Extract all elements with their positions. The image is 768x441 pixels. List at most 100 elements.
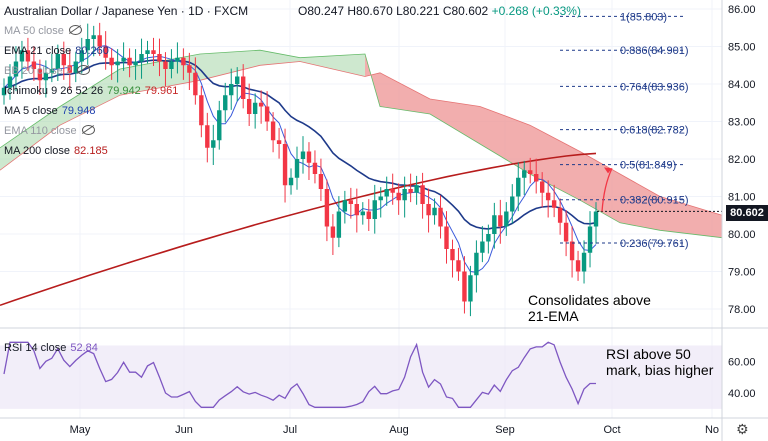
gear-icon[interactable]: ⚙ [736, 421, 749, 437]
candle-body [139, 54, 144, 62]
candle-body [13, 61, 19, 77]
candle-body [85, 39, 90, 51]
candle-body [575, 260, 581, 272]
legend-ma200[interactable]: MA 200 close 82.185 [4, 145, 108, 157]
price-tick-label: 81.00 [728, 192, 756, 204]
fib-label: 0.236(79.761) [620, 238, 689, 250]
close-value: C80.602 [442, 4, 489, 18]
candle-body [372, 200, 377, 219]
candle-body [103, 46, 108, 58]
symbol-title: Australian Dollar / Japanese Yen · 1D · … [4, 4, 249, 18]
candle-body [336, 211, 342, 238]
candle-body [294, 159, 300, 178]
candle-body [360, 211, 365, 216]
legend-rsi[interactable]: RSI 14 close 52.84 [4, 342, 98, 354]
time-axis: May Jun Jul Aug Sep Oct No [0, 417, 768, 436]
price-tick-label: 80.00 [728, 229, 756, 241]
candle-body [432, 207, 437, 216]
legend-bb20[interactable]: BB 20 close 2 [4, 64, 90, 78]
candle-body [211, 140, 216, 148]
candle-body [31, 61, 37, 69]
candle-body [468, 275, 473, 302]
candle-body [49, 69, 55, 73]
candle-body [79, 50, 84, 62]
bias-arrowhead [604, 167, 612, 174]
ichimoku-cloud [0, 49, 723, 239]
candle-body [342, 200, 348, 212]
cloud-segment [300, 54, 365, 77]
ohlc-readout: O80.247 H80.670 L80.221 C80.602 +0.268 (… [298, 4, 581, 18]
candle-body [438, 207, 443, 227]
chart-title: Australian Dollar / Japanese Yen · 1D · … [4, 4, 248, 18]
candle-body [288, 177, 294, 186]
price-axis: 86.00 85.00 84.00 83.00 82.00 81.00 80.00 79.00… [721, 0, 756, 441]
candle-body [348, 200, 354, 204]
candle-body [1, 87, 7, 96]
price-tick-label: 86.00 [728, 4, 756, 16]
candle-body [300, 151, 306, 159]
candle-body [37, 69, 43, 81]
candle-body [384, 189, 389, 197]
legend-ma5[interactable]: MA 5 close 79.948 [4, 105, 96, 117]
candle-body [217, 110, 222, 141]
candle-body [408, 189, 413, 193]
candle-body [181, 57, 186, 66]
candle-body [19, 50, 25, 62]
time-tick-label: Jun [175, 424, 193, 436]
candle-body [229, 84, 234, 96]
fib-label: 1(85.803) [620, 11, 667, 23]
candle-body [480, 241, 485, 253]
candle-body [109, 57, 114, 66]
candle-body [121, 57, 126, 62]
candle-body [450, 249, 455, 261]
candle-body [569, 241, 575, 261]
time-tick-label: No [705, 424, 719, 436]
low-value: L80.221 [396, 4, 440, 18]
candle-body [246, 99, 252, 114]
candlestick-series [1, 22, 599, 317]
cloud-segment [380, 72, 430, 114]
candle-body [593, 211, 599, 227]
candle-body [97, 35, 102, 47]
cloud-segment [430, 99, 480, 144]
candle-body [378, 196, 383, 201]
candle-body [306, 151, 312, 163]
fib-label: 0.5(81.849) [620, 160, 676, 172]
candle-body [205, 125, 210, 148]
candle-body [444, 226, 449, 249]
cloud-segment [530, 125, 580, 201]
fib-label: 0.886(84.901) [620, 45, 689, 57]
candle-body [199, 95, 204, 126]
legend-ma50[interactable]: MA 50 close [4, 24, 82, 38]
price-tick-label: 79.00 [728, 267, 756, 279]
candle-body [163, 61, 168, 69]
candle-body [67, 65, 72, 73]
candle-body [510, 196, 515, 212]
fib-label: 0.764(83.936) [620, 81, 689, 93]
cloud-segment [660, 196, 722, 238]
price-tick-label: 78.00 [728, 304, 756, 316]
candle-body [169, 61, 174, 69]
fibonacci-levels: 1(85.803) 0.886(84.901) 0.764(83.936) 0.618… [560, 11, 722, 250]
candle-body [133, 61, 138, 66]
price-tick-label: 83.00 [728, 117, 756, 129]
candle-body [330, 226, 336, 238]
eye-hidden-icon[interactable] [81, 125, 95, 135]
cloud-segment [0, 106, 60, 171]
candle-body [563, 222, 569, 242]
ema21-line [3, 59, 597, 230]
price-tick-label: 85.00 [728, 42, 756, 54]
candle-body [402, 189, 407, 201]
candle-body [43, 72, 49, 81]
candle-body [426, 204, 431, 216]
eye-hidden-icon[interactable] [68, 25, 82, 35]
legend-ema21[interactable]: EMA 21 close 80.260 [4, 45, 109, 57]
candle-body [25, 50, 31, 62]
legend-ichimoku[interactable]: Ichimoku 9 26 52 26 79.942 79.961 [4, 85, 179, 97]
candle-body [175, 57, 180, 62]
cloud-segment [480, 106, 530, 174]
price-tick-label: 84.00 [728, 79, 756, 91]
eye-hidden-icon[interactable] [76, 65, 90, 75]
legend-ema110[interactable]: EMA 110 close [4, 124, 95, 138]
